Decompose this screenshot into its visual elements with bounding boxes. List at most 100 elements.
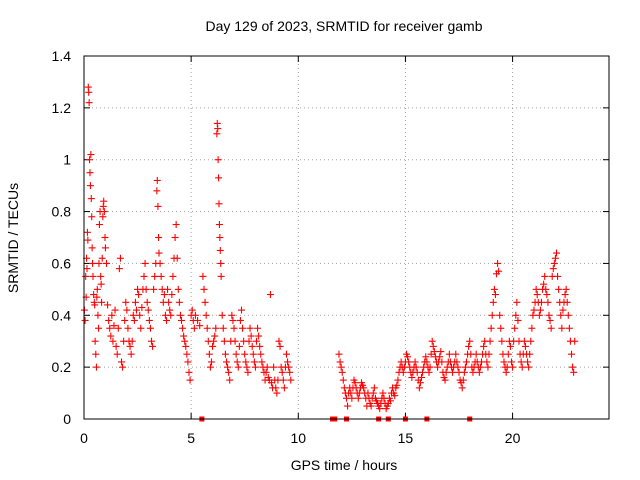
- data-point: [553, 249, 560, 257]
- data-point: [228, 311, 236, 319]
- data-point: [81, 316, 89, 324]
- data-point: [489, 298, 497, 306]
- y-tick-label: 0.2: [52, 359, 72, 375]
- data-point: [565, 324, 573, 332]
- data-point: [418, 374, 425, 382]
- y-tick-label: 0.6: [52, 255, 72, 271]
- y-tick-label: 0: [63, 411, 71, 427]
- data-point: [275, 337, 283, 345]
- data-point: [234, 363, 242, 371]
- data-point: [219, 324, 227, 332]
- data-point: [92, 350, 100, 358]
- data-point: [441, 376, 449, 384]
- data-point: [394, 376, 402, 384]
- data-point: [486, 337, 494, 345]
- data-point: [338, 368, 346, 376]
- data-point: [344, 402, 352, 410]
- data-point: [145, 316, 153, 324]
- data-point: [555, 285, 563, 293]
- data-point: [208, 358, 215, 366]
- data-point: [241, 350, 249, 358]
- data-point: [559, 306, 567, 314]
- data-point: [546, 316, 554, 324]
- data-point: [115, 265, 123, 273]
- data-point: [391, 392, 399, 400]
- data-point: [564, 311, 572, 319]
- data-point: [124, 324, 132, 332]
- data-point: [130, 316, 138, 324]
- data-point: [92, 363, 100, 371]
- data-point: [422, 353, 430, 361]
- y-tick-label: 1.4: [52, 48, 72, 64]
- data-point: [369, 389, 377, 397]
- data-point: [487, 324, 495, 332]
- data-point: [348, 394, 356, 402]
- data-point: [140, 272, 148, 280]
- data-point: [266, 291, 274, 299]
- data-point: [116, 254, 124, 262]
- data-point: [273, 389, 281, 397]
- data-point: [263, 363, 271, 371]
- data-point: [112, 342, 120, 350]
- x-tick-label: 10: [290, 430, 306, 446]
- x-tick-label: 15: [398, 430, 414, 446]
- data-point: [270, 363, 278, 371]
- data-point: [484, 363, 492, 371]
- data-point: [190, 324, 198, 332]
- data-point: [554, 272, 562, 280]
- data-point: [199, 272, 207, 280]
- data-point: [129, 311, 137, 319]
- data-point: [508, 358, 515, 366]
- data-point: [214, 156, 222, 164]
- data-point: [86, 182, 94, 190]
- data-point: [262, 368, 270, 376]
- data-point: [94, 311, 102, 319]
- data-point: [497, 324, 505, 332]
- data-point: [454, 363, 462, 371]
- data-point: [235, 342, 243, 350]
- data-point: [184, 358, 192, 366]
- data-point: [83, 228, 91, 236]
- data-point: [89, 272, 97, 280]
- data-point: [551, 254, 559, 262]
- data-point: [121, 316, 129, 324]
- x-tick-label: 0: [80, 430, 88, 446]
- data-point: [167, 311, 175, 319]
- data-point: [412, 363, 420, 371]
- data-point: [500, 358, 508, 366]
- data-point: [128, 337, 136, 345]
- data-point: [253, 337, 260, 345]
- data-point: [160, 291, 168, 299]
- data-point: [220, 337, 228, 345]
- data-point: [557, 311, 565, 319]
- data-point: [502, 368, 510, 376]
- data-point: [101, 244, 109, 252]
- data-point: [442, 368, 450, 376]
- data-point: [428, 337, 436, 345]
- data-point: [527, 337, 535, 345]
- data-point: [517, 358, 525, 366]
- data-point: [214, 125, 222, 133]
- data-point: [86, 156, 94, 164]
- data-point: [85, 99, 93, 107]
- data-point: [215, 221, 223, 229]
- data-point: [246, 324, 254, 332]
- data-point: [166, 306, 174, 314]
- data-point: [185, 368, 193, 376]
- data-point: [85, 88, 93, 96]
- data-point: [285, 363, 293, 371]
- data-point: [529, 311, 537, 319]
- data-point: [339, 376, 347, 384]
- data-point: [106, 324, 114, 332]
- data-point: [99, 213, 107, 221]
- data-point: [336, 358, 344, 366]
- data-point: [180, 332, 188, 340]
- data-point: [216, 246, 224, 254]
- data-point: [83, 265, 91, 273]
- data-point: [536, 306, 544, 314]
- data-point: [570, 368, 578, 376]
- data-point: [563, 298, 571, 306]
- data-point: [419, 368, 427, 376]
- data-point: [143, 298, 151, 306]
